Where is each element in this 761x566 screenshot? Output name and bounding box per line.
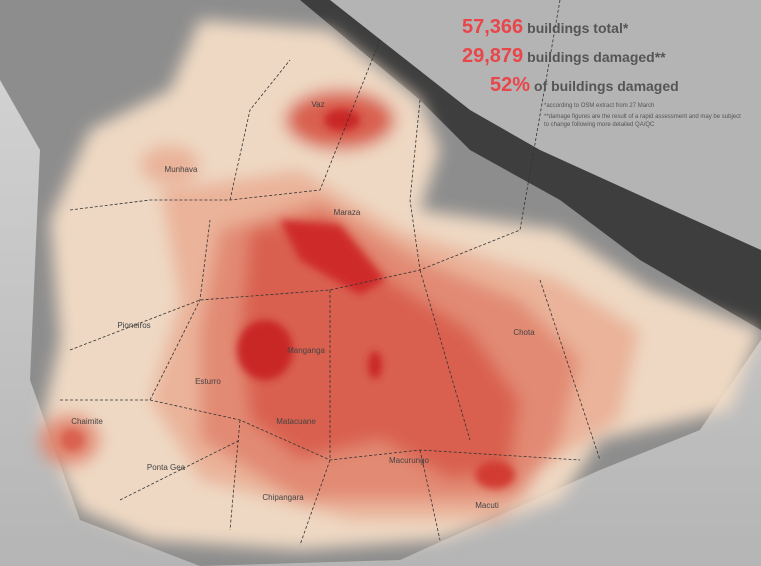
neighborhood-label: Chaimite [71, 417, 103, 426]
neighborhood-label: Esturro [195, 377, 221, 386]
neighborhood-label: Pioneiros [117, 321, 150, 330]
boundaries [60, 0, 601, 546]
neighborhood-label: Ponta Gea [147, 463, 186, 472]
stat-label: of buildings damaged [534, 78, 679, 94]
stat-value: 52% [490, 74, 531, 96]
stat-row: 29,879 buildings damaged** [462, 45, 750, 68]
stat-label: buildings damaged** [527, 49, 666, 65]
stat-value: 57,366 [462, 16, 524, 38]
stat-row: 57,366 buildings total* [462, 16, 750, 39]
neighborhood-label: Matacuane [276, 417, 316, 426]
haze [330, 0, 761, 250]
stat-label: buildings total* [527, 20, 629, 36]
footnote: *according to OSM extract from 27 March [544, 103, 655, 109]
neighborhood-label: Macuti [475, 501, 499, 510]
neighborhood-label: Chipangara [262, 493, 304, 502]
neighborhood-label: Maraza [334, 208, 361, 217]
stat-value: 29,879 [462, 45, 524, 67]
stats-panel: 57,366 buildings total* 29,879 buildings da… [440, 16, 750, 129]
neighborhood-label: Macurungo [389, 456, 430, 465]
neighborhood-label: Chota [513, 328, 535, 337]
stat-row: 52% of buildings damaged [490, 74, 750, 97]
neighborhood-label: Manganga [287, 346, 325, 355]
footnote: **damage figures are the result of a rap… [544, 113, 741, 128]
heat-core [60, 109, 515, 489]
neighborhood-label: Vaz [311, 100, 324, 109]
neighborhood-label: Munhava [165, 165, 198, 174]
heatmap [40, 20, 760, 550]
